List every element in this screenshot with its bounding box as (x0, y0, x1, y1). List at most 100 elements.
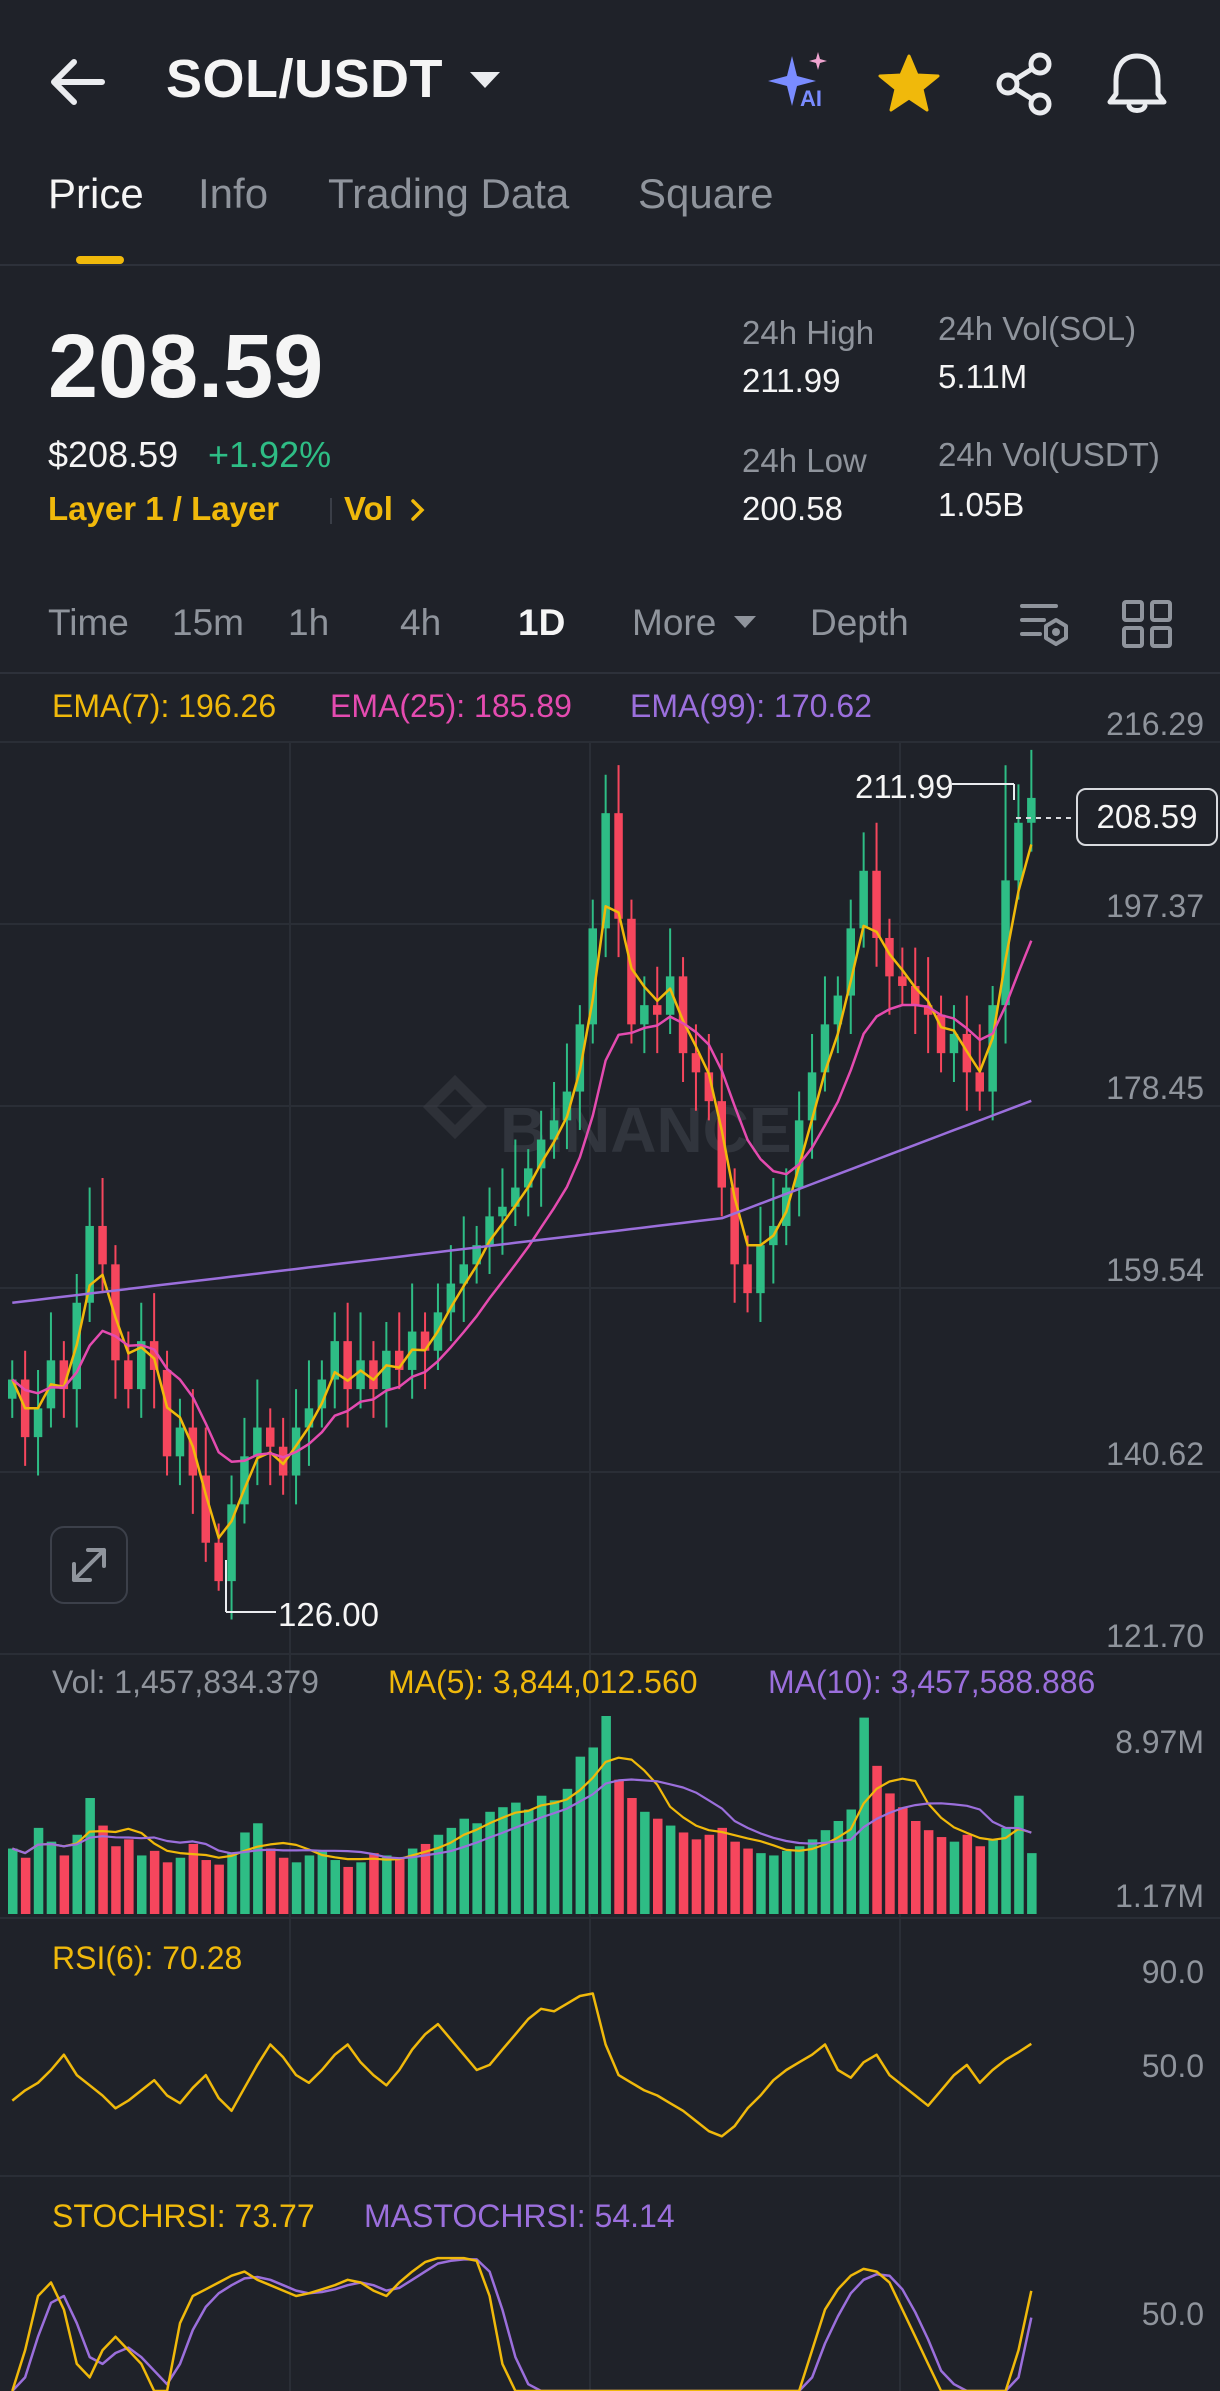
volume-bar (253, 1823, 263, 1914)
more-caret-icon (734, 616, 756, 628)
candle-body (240, 1456, 249, 1505)
candle-body (846, 928, 855, 996)
candle-body (872, 870, 881, 938)
candle-body (859, 870, 868, 929)
volume-bar (575, 1756, 586, 1914)
layout-grid-icon[interactable] (1120, 596, 1176, 652)
candle-body (923, 1005, 933, 1015)
low-24h-value: 200.58 (742, 490, 843, 527)
volume-bar (911, 1820, 921, 1914)
candle-body (911, 985, 920, 1006)
volume-bar (46, 1841, 57, 1914)
candle-body (304, 1408, 314, 1428)
candle-body (756, 1245, 765, 1294)
candle-body (704, 1072, 714, 1102)
volume-bar (614, 1779, 624, 1914)
candle-body (691, 1053, 701, 1073)
volume-bar (627, 1798, 637, 1914)
stochrsi-lines (11, 2256, 1033, 2391)
share-icon[interactable] (988, 48, 1062, 118)
ma5-label: MA(5): 3,844,012.560 (388, 1664, 698, 1700)
tab-square[interactable]: Square (638, 170, 774, 217)
candle-body (614, 813, 623, 919)
chevron-right-icon (411, 499, 425, 521)
mastochrsi-polyline (11, 2258, 1033, 2391)
candle-body (188, 1427, 198, 1476)
volume-bar (85, 1798, 95, 1914)
candle-body (343, 1341, 352, 1390)
volume-bar (98, 1825, 108, 1914)
candle-body (549, 1120, 559, 1140)
volume-bar (304, 1855, 315, 1914)
vol-usdt-24h-value: 1.05B (938, 486, 1025, 523)
candle-body (640, 1005, 649, 1025)
price-axis-tick: 197.37 (1106, 888, 1204, 924)
tab-trading-data[interactable]: Trading Data (328, 170, 570, 217)
tab-info[interactable]: Info (198, 170, 269, 217)
rsi-axis-tick: 90.0 (1141, 1954, 1204, 1990)
candle-body (446, 1283, 456, 1313)
volume-bar (743, 1848, 753, 1914)
timeframe-more[interactable]: More (632, 602, 717, 643)
candle-body (536, 1139, 546, 1169)
volume-bar (485, 1811, 495, 1914)
volume-bar (317, 1850, 328, 1914)
stochrsi-label: STOCHRSI: 73.77 (52, 2198, 315, 2234)
expand-chart-button[interactable] (50, 1526, 128, 1604)
high-24h-label: 24h High (742, 314, 875, 351)
mastochrsi-label: MASTOCHRSI: 54.14 (364, 2198, 675, 2234)
ai-sparkle-icon[interactable]: AI (762, 48, 836, 118)
volume-axis-tick: 8.97M (1115, 1724, 1204, 1760)
volume-bar (72, 1834, 82, 1914)
rsi-polyline (11, 1992, 1032, 2138)
candlestick-series (8, 749, 1036, 1620)
volume-bar (459, 1818, 469, 1914)
indicator-settings-icon[interactable] (1016, 596, 1072, 652)
tab-price[interactable]: Price (48, 170, 144, 217)
candle-body (459, 1264, 468, 1284)
timeframe-4h[interactable]: 4h (400, 602, 442, 643)
vol-usdt-24h-label: 24h Vol(USDT) (938, 436, 1160, 473)
star-icon[interactable] (872, 48, 946, 118)
chart-grid (0, 741, 1220, 2391)
candle-body (898, 976, 907, 986)
candle-body (1001, 880, 1010, 1006)
candle-body (395, 1350, 404, 1370)
volume-bar (162, 1862, 173, 1914)
candle-body (717, 1101, 726, 1188)
volume-bar (549, 1800, 560, 1914)
timeframe-depth[interactable]: Depth (810, 602, 909, 643)
timeframe-time[interactable]: Time (48, 602, 129, 643)
volume-bar (227, 1853, 237, 1914)
ma5-line (11, 1756, 1032, 1861)
candle-body (227, 1504, 236, 1582)
bell-icon[interactable] (1100, 48, 1174, 118)
ema25-label: EMA(25): 185.89 (330, 688, 572, 724)
vol-link[interactable]: Vol (344, 490, 428, 528)
candle-body (498, 1206, 507, 1217)
candle-body (794, 1120, 804, 1188)
volume-bar (859, 1717, 869, 1914)
volume-bar (420, 1843, 431, 1914)
trading-pair-title[interactable]: SOL/USDT (166, 49, 444, 109)
timeframe-1d[interactable]: 1D (518, 602, 566, 643)
volume-bar (188, 1843, 199, 1914)
candle-body (485, 1216, 494, 1246)
candle-body (8, 1379, 17, 1399)
candle-body (175, 1427, 185, 1457)
candle-body (149, 1341, 159, 1370)
back-arrow-icon[interactable] (40, 50, 120, 114)
category-link[interactable]: Layer 1 / Layer (48, 490, 280, 527)
volume-bar (536, 1795, 547, 1914)
current-price-tag: 208.59 (1076, 788, 1218, 846)
volume-bar (201, 1860, 211, 1914)
timeframe-1h[interactable]: 1h (288, 602, 330, 643)
volume-bar (433, 1834, 444, 1914)
candle-body (949, 1033, 959, 1054)
timeframe-15m[interactable]: 15m (172, 602, 244, 643)
chevron-down-icon[interactable] (470, 72, 500, 88)
candle-body (278, 1446, 288, 1476)
volume-bar (511, 1802, 521, 1914)
candle-body (601, 813, 610, 929)
